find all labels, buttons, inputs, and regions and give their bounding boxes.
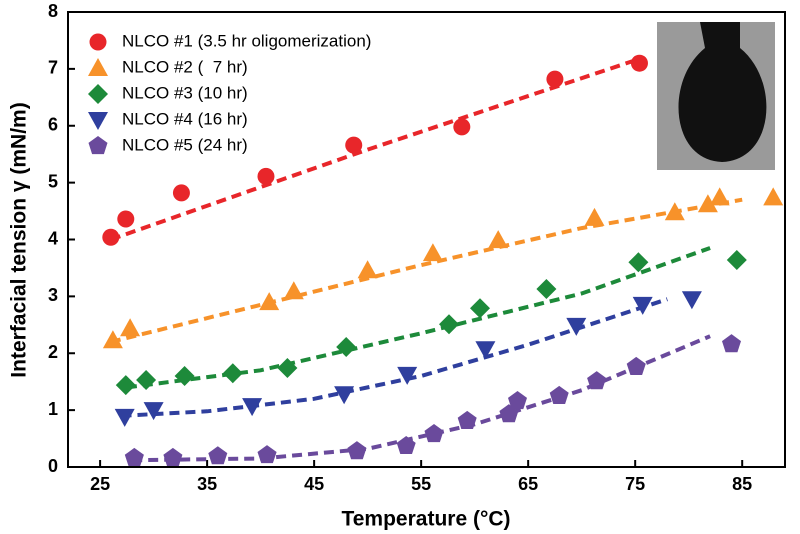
x-tick-label: 85 [732,474,752,494]
point [632,296,653,315]
legend-marker [88,112,108,130]
inset-photo [657,22,775,170]
point [396,436,416,454]
point [114,408,135,427]
point [566,317,587,336]
point [120,318,141,337]
y-tick-label: 2 [48,342,58,362]
point [357,260,378,279]
y-tick-label: 3 [48,285,58,305]
y-tick-label: 7 [48,58,58,78]
legend-label: NLCO #5 (24 hr) [122,135,248,154]
point [102,330,123,349]
fit-line [126,246,711,390]
point [124,447,144,466]
point [470,298,490,319]
point [115,375,136,396]
point [664,202,685,221]
point [208,446,228,465]
point [347,441,367,460]
point [222,363,243,384]
y-tick-label: 8 [48,1,58,21]
point [584,207,605,226]
point [508,391,527,410]
y-tick-label: 4 [48,228,58,248]
legend-label: NLCO #3 (10 hr) [122,83,248,102]
x-tick-label: 35 [197,474,217,494]
point [549,385,569,404]
point [257,167,275,185]
point [163,447,183,466]
point [424,424,444,443]
legend-marker [88,58,108,76]
legend-marker [88,84,108,104]
legend-marker [89,33,107,51]
point [242,398,263,417]
point [709,187,730,206]
x-tick-label: 75 [625,474,645,494]
point [628,252,649,273]
point [143,402,164,421]
point [587,371,607,390]
point [439,314,459,335]
fit-line [110,197,743,344]
point [117,210,135,228]
point [259,292,280,311]
point [422,243,443,262]
x-tick-label: 25 [90,474,110,494]
point [681,291,702,310]
x-tick-label: 45 [304,474,324,494]
point [630,54,648,72]
x-axis-label: Temperature (°C) [341,508,510,531]
legend-label: NLCO #4 (16 hr) [122,109,248,128]
x-tick-label: 65 [518,474,538,494]
point [697,194,718,213]
x-tick-label: 55 [411,474,431,494]
y-tick-label: 5 [48,171,58,191]
y-tick-label: 6 [48,115,58,135]
point [102,228,120,246]
legend-marker [88,136,108,155]
point [763,187,784,206]
point [453,118,471,136]
point [475,341,496,360]
point [546,70,564,88]
y-axis-label: Interfacial tension γ (mN/m) [8,102,31,377]
point [277,358,298,378]
point [136,370,157,390]
point [336,337,357,357]
point [345,136,363,154]
fit-line [132,334,711,463]
legend-label: NLCO #1 (3.5 hr oligomerization) [122,31,371,50]
y-tick-label: 0 [48,456,58,476]
point [174,366,195,386]
y-tick-label: 1 [48,399,58,419]
fit-line [110,58,636,242]
point [283,281,304,300]
point [488,230,509,249]
legend-label: NLCO #2 ( 7 hr) [122,57,248,76]
point [257,445,277,464]
point [334,386,355,405]
point [626,356,646,375]
point [722,334,741,353]
point [172,184,190,202]
point [726,250,747,270]
fit-line [121,297,668,418]
point [397,366,418,385]
point [536,279,557,299]
point [457,410,477,429]
